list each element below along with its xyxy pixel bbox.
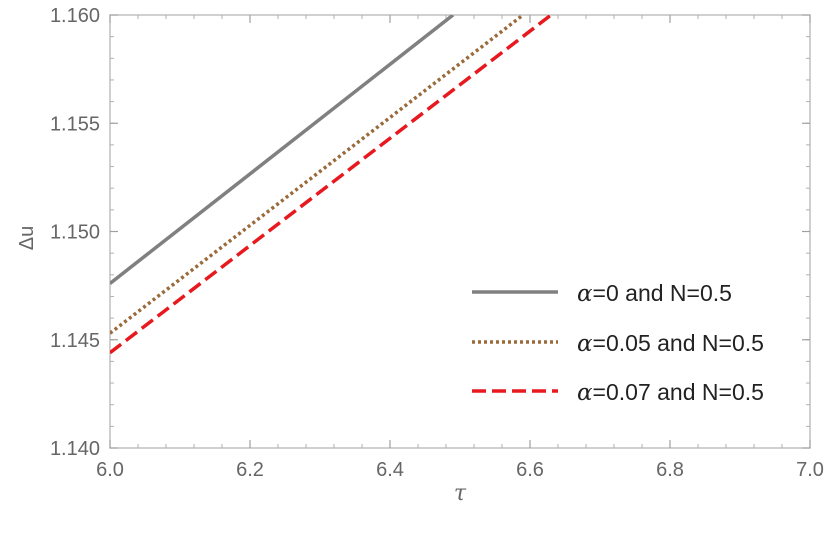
x-axis-ticks: 6.0 6.2 6.4 6.6 6.8 7.0 [96, 15, 824, 481]
y-axis-ticks: 1.140 1.145 1.150 1.155 1.160 [50, 5, 810, 460]
y-tick-label: 1.145 [50, 330, 100, 352]
y-axis-title: Δu [16, 226, 38, 250]
x-tick-label: 6.8 [656, 459, 684, 481]
legend-label-2: α=0.05 and N=0.5 [577, 330, 764, 357]
legend-label-1: α=0 and N=0.5 [577, 280, 732, 307]
x-tick-label: 6.0 [96, 459, 124, 481]
legend: α=0 and N=0.5 α=0.05 and N=0.5 α=0.07 and … [472, 280, 764, 406]
y-tick-label: 1.140 [50, 438, 100, 460]
series-line-1 [110, 15, 455, 285]
y-tick-label: 1.160 [50, 5, 100, 27]
x-tick-label: 6.4 [376, 459, 404, 481]
legend-label-3: α=0.07 and N=0.5 [577, 379, 764, 406]
x-axis-title: τ [454, 481, 467, 506]
series-line-2 [110, 15, 525, 335]
series-line-3 [110, 15, 553, 355]
series-lines [110, 15, 553, 355]
x-tick-label: 6.6 [516, 459, 544, 481]
x-tick-label: 6.2 [236, 459, 264, 481]
y-tick-label: 1.155 [50, 113, 100, 135]
x-tick-label: 7.0 [796, 459, 824, 481]
y-tick-label: 1.150 [50, 222, 100, 244]
